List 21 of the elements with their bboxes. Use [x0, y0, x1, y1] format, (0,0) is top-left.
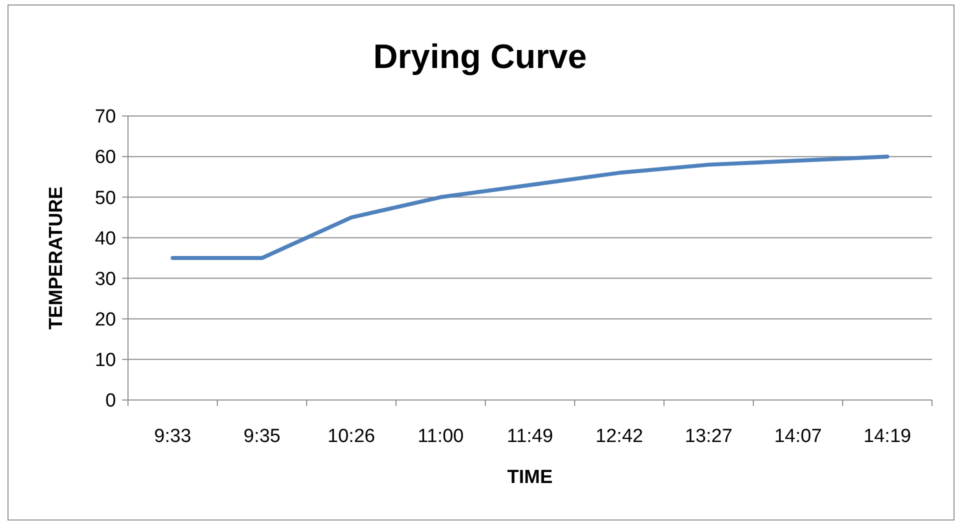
x-tick-label: 11:00 — [418, 426, 464, 447]
x-tick-label: 14:19 — [864, 426, 912, 447]
x-tick-label: 13:27 — [684, 426, 732, 447]
x-tick-label: 10:26 — [328, 426, 376, 447]
y-axis-title: TEMPERATURE — [46, 186, 67, 330]
chart-title: Drying Curve — [373, 38, 587, 76]
y-tick-label: 20 — [94, 310, 116, 331]
y-tick-label: 70 — [94, 106, 116, 128]
y-tick-label: 0 — [105, 390, 116, 412]
x-tick-label: 9:35 — [244, 426, 280, 447]
y-tick-label: 50 — [94, 188, 116, 209]
y-tick-label: 10 — [94, 350, 116, 372]
x-tick-label: 11:49 — [506, 426, 554, 447]
x-tick-label: 12:42 — [596, 426, 644, 447]
y-tick-label: 40 — [94, 228, 116, 250]
x-tick-label: 9:33 — [154, 426, 192, 447]
y-tick-label: 60 — [94, 147, 116, 168]
x-tick-label: 14:07 — [774, 426, 822, 447]
x-axis-title: TIME — [507, 467, 553, 488]
line-series — [170, 154, 890, 260]
y-tick-label: 30 — [94, 268, 116, 290]
